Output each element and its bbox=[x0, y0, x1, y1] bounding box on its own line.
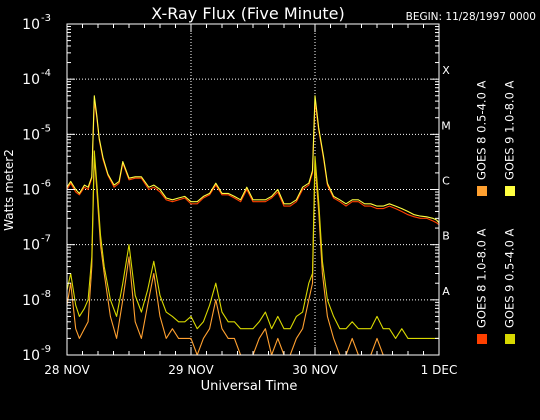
y-tick-exponent-3: -6 bbox=[41, 179, 51, 190]
series-line-3 bbox=[66, 150, 439, 339]
y-tick-exponent-6: -3 bbox=[41, 13, 51, 24]
y-tick-exponent-1: -8 bbox=[41, 289, 51, 300]
y-tick-label-3: 10 bbox=[22, 183, 40, 199]
class-label-x: X bbox=[442, 64, 450, 77]
legend-swatch-2 bbox=[505, 186, 515, 196]
legend-swatch-1 bbox=[477, 186, 487, 196]
y-tick-label-2: 10 bbox=[22, 238, 40, 254]
legend-swatch-0 bbox=[477, 334, 487, 344]
class-label-b: B bbox=[442, 230, 450, 243]
legend-label-3: GOES 9 0.5-4.0 A bbox=[503, 228, 517, 328]
x-tick-label-0: 28 NOV bbox=[44, 363, 90, 377]
class-label-c: C bbox=[442, 175, 450, 188]
legend-label-1: GOES 8 0.5-4.0 A bbox=[475, 80, 489, 180]
legend-label-2: GOES 9 1.0-8.0 A bbox=[503, 80, 517, 180]
x-tick-label-3: 1 DEC bbox=[421, 363, 458, 377]
legend-swatch-3 bbox=[505, 334, 515, 344]
x-axis-label: Universal Time bbox=[201, 379, 298, 394]
x-tick-label-2: 30 NOV bbox=[292, 363, 338, 377]
class-label-a: A bbox=[442, 285, 450, 298]
series-line-0 bbox=[66, 100, 440, 226]
begin-label: BEGIN: 11/28/1997 0000 bbox=[406, 11, 536, 23]
y-tick-label-0: 10 bbox=[22, 348, 40, 364]
y-tick-exponent-0: -9 bbox=[41, 344, 51, 355]
legend-label-0: GOES 8 1.0-8.0 A bbox=[475, 228, 489, 328]
series-line-2 bbox=[66, 95, 440, 224]
y-axis-label: Watts meter2 bbox=[2, 149, 16, 231]
chart-title: X-Ray Flux (Five Minute) bbox=[151, 4, 344, 23]
x-tick-label-1: 29 NOV bbox=[168, 363, 214, 377]
y-tick-label-5: 10 bbox=[22, 72, 40, 88]
legend: GOES 8 1.0-8.0 A GOES 8 0.5-4.0 A GOES 9 0… bbox=[475, 80, 517, 344]
y-tick-label-6: 10 bbox=[22, 17, 40, 33]
y-tick-label-1: 10 bbox=[22, 293, 40, 309]
y-tick-exponent-4: -5 bbox=[41, 123, 51, 134]
class-label-m: M bbox=[441, 119, 451, 132]
y-tick-label-4: 10 bbox=[22, 127, 40, 143]
y-tick-exponent-5: -4 bbox=[41, 68, 51, 79]
y-tick-exponent-2: -7 bbox=[41, 234, 51, 245]
